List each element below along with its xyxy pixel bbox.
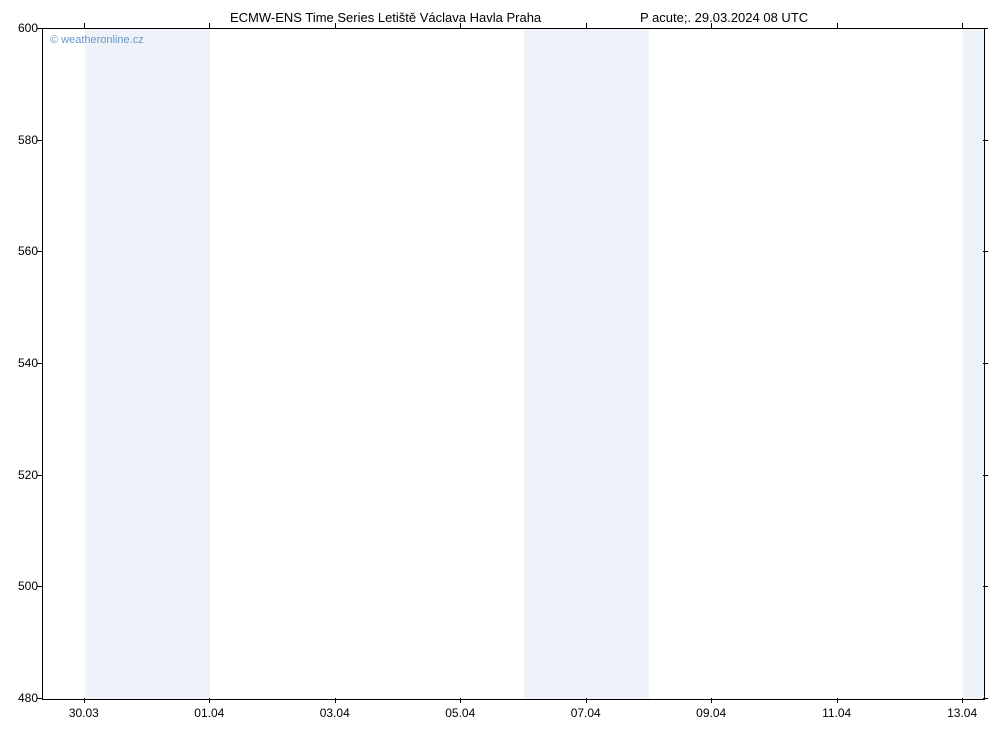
y-tick-label: 480 [4,691,38,705]
x-tick [335,698,336,703]
x-tick [711,698,712,703]
x-tick [460,698,461,703]
y-tick [983,475,988,476]
y-tick-label: 560 [4,244,38,258]
x-tick [837,698,838,703]
y-tick [983,363,988,364]
y-tick [983,251,988,252]
x-tick [209,23,210,28]
y-tick [983,586,988,587]
x-tick-label: 09.04 [696,706,726,720]
y-tick-label: 540 [4,356,38,370]
chart-container: ECMW-ENS Time Series Letiště Václava Hav… [0,0,1000,733]
y-tick [983,28,988,29]
watermark: © weatheronline.cz [50,34,144,46]
x-tick [209,698,210,703]
x-tick-label: 11.04 [822,706,851,720]
x-tick [84,23,85,28]
y-tick [983,698,988,699]
chart-title-right: P acute;. 29.03.2024 08 UTC [640,10,808,25]
plot-area [42,28,985,700]
x-tick [335,23,336,28]
x-tick [460,23,461,28]
chart-title-left: ECMW-ENS Time Series Letiště Václava Hav… [230,10,541,25]
x-tick [586,23,587,28]
x-tick-label: 01.04 [194,706,224,720]
y-tick [983,140,988,141]
y-tick-label: 500 [4,579,38,593]
weekend-band [963,29,984,699]
x-tick-label: 30.03 [69,706,99,720]
x-tick [962,698,963,703]
weekend-band [85,29,210,699]
y-tick-label: 600 [4,21,38,35]
x-tick-label: 07.04 [571,706,601,720]
x-tick [84,698,85,703]
x-tick [711,23,712,28]
x-tick [837,23,838,28]
weekend-band [524,29,649,699]
y-tick-label: 580 [4,133,38,147]
y-tick-label: 520 [4,468,38,482]
x-tick [962,23,963,28]
x-tick [586,698,587,703]
x-tick-label: 03.04 [320,706,350,720]
x-tick-label: 13.04 [947,706,977,720]
x-tick-label: 05.04 [445,706,475,720]
